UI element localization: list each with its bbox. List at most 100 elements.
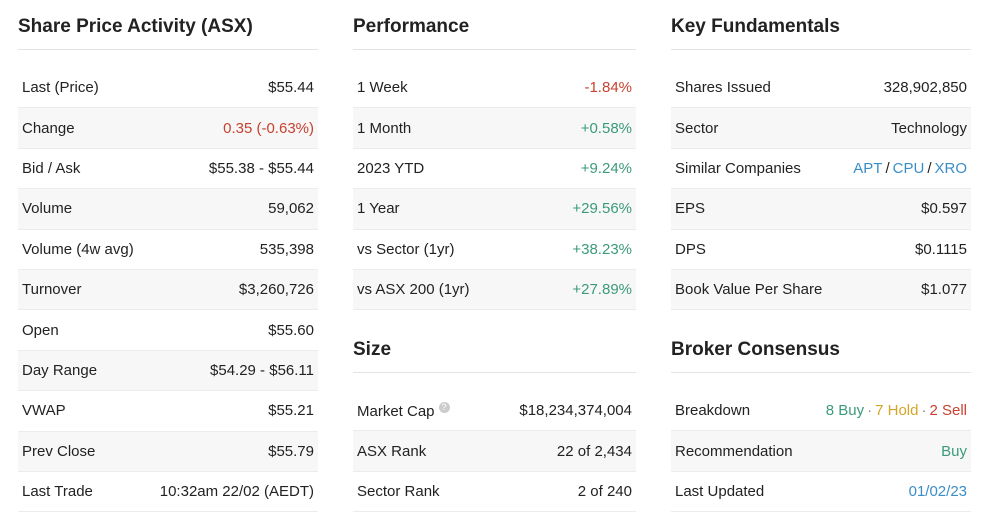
row-value: -1.84% (584, 79, 632, 97)
row-value: $55.21 (268, 402, 314, 420)
row: Change 0.35 (-0.63%) (18, 108, 318, 149)
fundamentals-section: Key Fundamentals Shares Issued 328,902,850… (671, 0, 971, 311)
row-value: Technology (891, 119, 967, 137)
row-label: Shares Issued (675, 79, 771, 97)
section-title: Share Price Activity (ASX) (18, 0, 318, 50)
row-label: DPS (675, 240, 706, 258)
row: vs Sector (1yr) +38.23% (353, 230, 636, 270)
row: Day Range $54.29 - $56.11 (18, 350, 318, 392)
row-label: Bid / Ask (22, 159, 81, 177)
size-section: Size Market Cap? $18,234,374,004 ASX Rank 22… (353, 323, 636, 513)
rating: 2 Sell (929, 402, 967, 420)
row-value: 535,398 (259, 240, 314, 258)
separator: · (921, 402, 927, 420)
row-label: Last (Price) (22, 79, 99, 97)
row-label: 1 Year (357, 200, 400, 218)
row: Last Updated 01/02/23 (671, 472, 971, 513)
row-label: Last Updated (675, 482, 765, 500)
section-title: Performance (353, 0, 636, 50)
row-value: 59,062 (268, 200, 314, 218)
section-title: Broker Consensus (671, 323, 971, 373)
row-label: Volume (22, 200, 73, 218)
row-value: 328,902,850 (883, 79, 967, 97)
row-value: APT / CPU / XRO (853, 160, 967, 177)
row-label: Breakdown (675, 402, 751, 420)
section-title: Size (353, 323, 636, 373)
row-value: $55.60 (268, 321, 314, 339)
row-label: 2023 YTD (357, 159, 425, 177)
row: Volume (4w avg) 535,398 (18, 230, 318, 270)
row-value: 8 Buy · 7 Hold · 2 Sell (826, 402, 967, 419)
row: ASX Rank 22 of 2,434 (353, 431, 636, 472)
row: Turnover $3,260,726 (18, 269, 318, 311)
row: 1 Month +0.58% (353, 108, 636, 149)
row: Open $55.60 (18, 310, 318, 351)
row-label: Sector (675, 119, 719, 137)
row-value: $0.1115 (915, 240, 967, 258)
row-value: +9.24% (580, 159, 632, 177)
row: Recommendation Buy (671, 431, 971, 472)
row-label: Change (22, 119, 75, 137)
row-value: +0.58% (580, 119, 632, 137)
rows: 1 Week -1.84% 1 Month +0.58% 2023 YTD +9.24% 1… (353, 68, 636, 311)
row-value: 0.35 (-0.63%) (223, 119, 314, 137)
rows: Market Cap? $18,234,374,004 ASX Rank 22 of … (353, 391, 636, 513)
row: DPS $0.1115 (671, 230, 971, 270)
row-label: Prev Close (22, 442, 96, 460)
row: Prev Close $55.79 (18, 431, 318, 472)
row: Volume 59,062 (18, 189, 318, 230)
row: 2023 YTD +9.24% (353, 149, 636, 190)
help-icon[interactable]: ? (438, 401, 450, 413)
row-value: $18,234,374,004 (519, 402, 632, 420)
row-value: $0.597 (921, 200, 967, 218)
row-label: Last Trade (22, 483, 93, 501)
row-label: Sector Rank (357, 482, 440, 500)
rating: 7 Hold (875, 402, 919, 420)
row-label: Volume (4w avg) (22, 240, 134, 258)
rows: Last (Price) $55.44 Change 0.35 (-0.63%) Bid… (18, 68, 318, 513)
row-label: Recommendation (675, 442, 793, 460)
row-label: 1 Month (357, 119, 412, 137)
row-value: $55.44 (268, 79, 314, 97)
row: EPS $0.597 (671, 189, 971, 230)
row-value: 22 of 2,434 (556, 442, 632, 460)
row-label: ASX Rank (357, 442, 427, 460)
row-label: vs ASX 200 (1yr) (357, 281, 470, 299)
company-link[interactable]: XRO (934, 159, 967, 177)
row: Shares Issued 328,902,850 (671, 68, 971, 109)
separator: / (927, 159, 932, 177)
row: Sector Rank 2 of 240 (353, 472, 636, 513)
separator: · (867, 402, 873, 420)
row-value: $55.38 - $55.44 (208, 159, 314, 177)
row-label: Open (22, 321, 59, 339)
performance-section: Performance 1 Week -1.84% 1 Month +0.58% 2023… (353, 0, 636, 311)
row-label: Market Cap? (357, 401, 450, 420)
row-value: +38.23% (572, 240, 632, 258)
row-value: 10:32am 22/02 (AEDT) (159, 483, 314, 501)
row-label: 1 Week (357, 79, 408, 97)
row-value[interactable]: 01/02/23 (908, 482, 967, 500)
company-link[interactable]: APT (853, 159, 883, 177)
row: Breakdown 8 Buy · 7 Hold · 2 Sell (671, 391, 971, 432)
row-label: Similar Companies (675, 159, 801, 177)
row: vs ASX 200 (1yr) +27.89% (353, 269, 636, 311)
row-label: Book Value Per Share (675, 281, 823, 299)
row: Bid / Ask $55.38 - $55.44 (18, 149, 318, 190)
row: Similar Companies APT / CPU / XRO (671, 149, 971, 190)
row-value: Buy (941, 442, 967, 460)
row-value: $55.79 (268, 442, 314, 460)
row-value: +29.56% (572, 200, 632, 218)
row-label: Day Range (22, 361, 98, 379)
row: Market Cap? $18,234,374,004 (353, 391, 636, 432)
row-label: vs Sector (1yr) (357, 240, 455, 258)
row: 1 Week -1.84% (353, 68, 636, 109)
company-link[interactable]: CPU (892, 159, 925, 177)
row-value: $3,260,726 (238, 281, 314, 299)
row: Book Value Per Share $1.077 (671, 269, 971, 311)
rows: Shares Issued 328,902,850 Sector Technology… (671, 68, 971, 311)
row-value: +27.89% (572, 281, 632, 299)
row-label: EPS (675, 200, 706, 218)
row: Last (Price) $55.44 (18, 68, 318, 109)
row: 1 Year +29.56% (353, 189, 636, 230)
